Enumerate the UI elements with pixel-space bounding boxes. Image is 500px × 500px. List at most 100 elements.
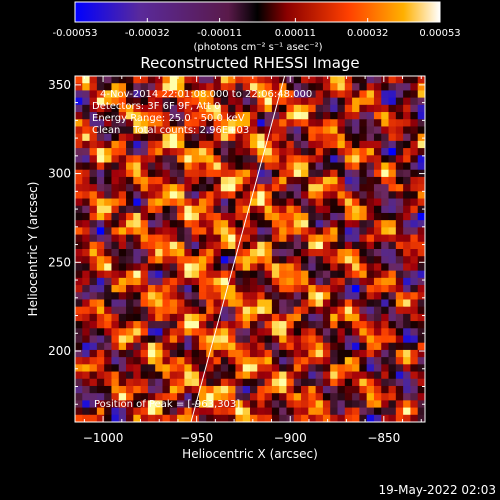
heatmap-cell (82, 349, 90, 358)
heatmap-cell (293, 83, 302, 91)
heatmap-cell (242, 285, 251, 293)
heatmap-cell (104, 292, 112, 300)
heatmap-cell (250, 306, 258, 315)
heatmap-cell (235, 299, 244, 308)
heatmap-cell (206, 335, 214, 344)
heatmap-cell (301, 97, 309, 106)
heatmap-cell (337, 133, 346, 142)
heatmap-cell (403, 270, 411, 279)
heatmap-cell (337, 220, 346, 228)
heatmap-cell (147, 400, 156, 408)
heatmap-cell (315, 285, 324, 293)
heatmap-cell (177, 378, 185, 387)
heatmap-cell (322, 414, 331, 422)
heatmap-cell (403, 104, 411, 113)
heatmap-cell (359, 205, 368, 214)
heatmap-cell (133, 342, 142, 351)
heatmap-cell (96, 321, 105, 329)
heatmap-cell (111, 335, 120, 344)
heatmap-cell (337, 393, 346, 401)
heatmap-cell (373, 270, 382, 279)
heatmap-cell (177, 241, 185, 250)
heatmap-cell (381, 198, 389, 207)
heatmap-cell (177, 292, 185, 300)
heatmap-cell (89, 227, 98, 235)
heatmap-cell (359, 385, 368, 394)
heatmap-cell (198, 263, 207, 272)
heatmap-cell (198, 126, 207, 135)
peak-position-label: Position of Peak = [-963,303] (94, 399, 240, 410)
heatmap-cell (264, 104, 273, 113)
heatmap-cell (96, 140, 105, 149)
heatmap-cell (213, 263, 222, 272)
heatmap-cell (279, 263, 287, 272)
heatmap-cell (417, 385, 425, 394)
heatmap-cell (293, 313, 302, 322)
heatmap-cell (330, 400, 338, 408)
heatmap-cell (133, 256, 142, 264)
heatmap-cell (322, 371, 331, 380)
heatmap-cell (301, 335, 309, 344)
heatmap-cell (198, 313, 207, 322)
heatmap-cell (140, 299, 149, 308)
heatmap-cell (315, 104, 324, 113)
heatmap-cell (169, 249, 178, 257)
heatmap-cell (184, 349, 193, 358)
heatmap-cell (184, 133, 193, 142)
heatmap-cell (242, 256, 251, 264)
heatmap-cell (344, 148, 353, 156)
heatmap-cell (206, 249, 214, 257)
heatmap-cell (126, 407, 134, 416)
heatmap-cell (220, 133, 229, 142)
heatmap-cell (147, 349, 156, 358)
heatmap-cell (235, 148, 244, 156)
heatmap-cell (286, 407, 295, 416)
heatmap-cell (235, 212, 244, 221)
heatmap-cell (403, 90, 411, 99)
heatmap-cell (301, 306, 309, 315)
heatmap-cell (118, 378, 127, 387)
heatmap-cell (373, 191, 382, 199)
heatmap-cell (104, 256, 112, 264)
heatmap-cell (235, 313, 244, 322)
heatmap-cell (228, 220, 236, 228)
heatmap-cell (250, 241, 258, 250)
heatmap-cell (264, 97, 273, 106)
heatmap-cell (235, 263, 244, 272)
heatmap-cell (410, 162, 419, 171)
heatmap-cell (155, 97, 163, 106)
heatmap-cell (250, 162, 258, 171)
heatmap-cell (264, 249, 273, 257)
heatmap-cell (104, 270, 112, 279)
heatmap-cell (104, 140, 112, 149)
heatmap-cell (315, 191, 324, 199)
heatmap-cell (82, 234, 90, 243)
heatmap-cell (184, 140, 193, 149)
heatmap-cell (126, 184, 134, 192)
heatmap-cell (75, 342, 83, 351)
heatmap-cell (213, 357, 222, 365)
heatmap-cell (352, 357, 360, 365)
heatmap-cell (417, 285, 425, 293)
heatmap-cell (352, 306, 360, 315)
heatmap-cell (191, 198, 200, 207)
heatmap-cell (388, 414, 397, 422)
heatmap-cell (279, 313, 287, 322)
heatmap-cell (155, 335, 163, 344)
heatmap-cell (155, 249, 163, 257)
heatmap-cell (184, 335, 193, 344)
heatmap-cell (242, 191, 251, 199)
heatmap-cell (403, 140, 411, 149)
heatmap-cell (184, 169, 193, 178)
heatmap-cell (198, 133, 207, 142)
heatmap-cell (373, 83, 382, 91)
heatmap-cell (286, 162, 295, 171)
heatmap-cell (228, 342, 236, 351)
heatmap-cell (352, 342, 360, 351)
heatmap-cell (279, 371, 287, 380)
heatmap-cell (337, 205, 346, 214)
heatmap-cell (126, 263, 134, 272)
heatmap-cell (198, 321, 207, 329)
heatmap-cell (271, 76, 280, 84)
heatmap-cell (352, 119, 360, 127)
